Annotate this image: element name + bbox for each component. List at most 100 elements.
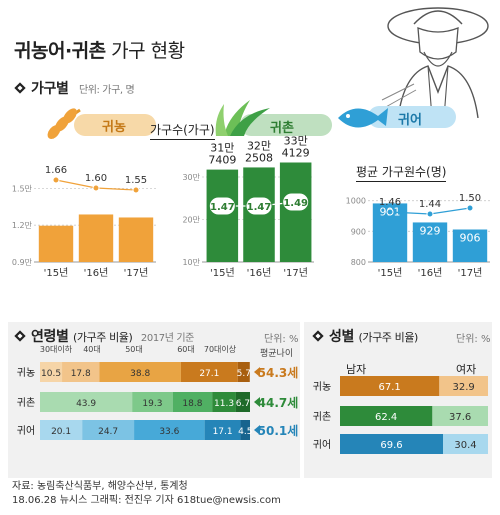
page-title: 귀농어·귀촌 가구 현황 <box>14 36 185 63</box>
wheat-icon <box>47 108 156 139</box>
x-tick-label: '17년 <box>458 267 483 279</box>
gender-heading-text: 성별 <box>329 329 354 345</box>
age-segment <box>172 392 213 412</box>
credit-text: 18.06.28 뉴시스 그래픽: 전진우 기자 618tue@newsis.c… <box>12 495 281 506</box>
bar-value-label: 1만 <box>87 186 104 199</box>
age-segment-label: 24.7 <box>98 427 118 437</box>
y-tick-label: 900 <box>351 227 366 236</box>
gender-segment-male <box>340 376 440 396</box>
bar-value-label: 7409 <box>208 154 236 167</box>
age-group-label: 70대이상 <box>204 344 237 354</box>
avg-point <box>208 196 236 216</box>
avg-value-label: 1.49 <box>283 198 308 209</box>
households-heading-text: 가구별 <box>31 81 69 97</box>
y-tick-label: 1.5만 <box>12 184 33 193</box>
age-segment-label: 27.1 <box>199 369 219 379</box>
avg-age-value: 50.1세 <box>258 423 299 438</box>
age-heading: 연령별 (가구주 비율) 2017년 기준 <box>14 326 194 346</box>
x-tick-label: '16년 <box>418 267 443 279</box>
avg-point <box>132 186 140 194</box>
age-row-label: 귀어 <box>17 425 35 437</box>
gender-female-label: 30.4 <box>454 440 476 451</box>
bar-value-label: 1959 <box>42 210 70 223</box>
x-tick-label: '17년 <box>124 267 149 279</box>
age-segment-label: 6.7 <box>236 399 250 409</box>
avg-age-arrow <box>254 425 260 435</box>
avg-value-label: 1.44 <box>419 199 441 210</box>
age-segment-label: 11.3 <box>214 399 234 409</box>
x-tick-label: '16년 <box>84 267 109 279</box>
source-text: 자료: 농림축산식품부, 해양수산부, 통계청 <box>12 481 188 492</box>
age-group-label: 40대 <box>83 345 101 354</box>
avg-value-label: 1.47 <box>210 202 235 213</box>
title-light: 가구 현황 <box>105 40 185 62</box>
bar <box>412 222 448 262</box>
bar-value-label: 1만 <box>47 198 64 211</box>
avg-point <box>92 184 100 192</box>
gender-segment-female <box>443 434 488 454</box>
bar-value-label: 31만 <box>210 142 234 155</box>
bar-value-label: 33만 <box>284 134 308 147</box>
bar-value-label: 1만 <box>127 189 144 202</box>
age-segment <box>240 420 250 440</box>
age-segment <box>99 362 181 382</box>
age-segment-label: 43.9 <box>76 399 96 409</box>
gender-segment-female <box>432 406 488 426</box>
bar-value-label: 4129 <box>282 146 310 159</box>
avg-value-label: 1.66 <box>45 165 67 176</box>
gender-segment-male <box>340 434 444 454</box>
bar-value-label: 2630 <box>122 201 150 214</box>
y-tick-label: 800 <box>351 258 366 267</box>
age-row-label: 귀농 <box>17 367 35 379</box>
age-segment <box>62 362 100 382</box>
age-segment <box>204 420 241 440</box>
age-segment-label: 19.3 <box>142 399 162 409</box>
y-tick-label: 10만 <box>182 258 200 267</box>
age-heading-sub: (가구주 비율) <box>72 331 133 344</box>
bar <box>206 169 239 262</box>
age-segment-label: 10.5 <box>41 369 61 379</box>
badge-fish: 귀어 <box>334 98 464 134</box>
avg-value-label: 1.46 <box>379 197 401 208</box>
gender-stacked-bars: 귀농 67.1 32.9 귀촌 62.4 37.6 귀어 69.6 30.4 <box>313 376 488 454</box>
bar <box>78 214 114 262</box>
age-segment-label: 33.6 <box>159 427 179 437</box>
age-heading-text: 연령별 <box>31 329 69 345</box>
gender-label-male: 남자 <box>346 363 367 376</box>
age-segment <box>40 392 133 412</box>
age-segment <box>212 392 236 412</box>
avg-callout: 평균 가구원수(명) <box>356 163 447 182</box>
avg-age-value: 54.3세 <box>258 365 299 380</box>
diamond-icon <box>14 330 26 342</box>
age-segment <box>180 362 238 382</box>
farm-household-chart: 0.9만1.2만1.5만1만1959'15년1만2875'16년1만2630'1… <box>12 165 156 279</box>
bar <box>38 225 74 262</box>
bar <box>279 162 312 262</box>
gender-female-label: 37.6 <box>449 412 471 423</box>
x-tick-label: '15년 <box>210 267 235 279</box>
age-segment-label: 4.5 <box>238 427 252 437</box>
bar-value-label: 2508 <box>245 151 273 164</box>
age-segment-label: 5.7 <box>237 369 251 379</box>
avg-value-label: 1.47 <box>247 202 272 213</box>
y-tick-label: 0.9만 <box>12 258 33 267</box>
x-tick-label: '17년 <box>283 267 308 279</box>
x-tick-label: '16년 <box>247 267 272 279</box>
avg-age-label: 평균나이 <box>260 349 294 359</box>
age-segment <box>134 420 205 440</box>
gender-row-label: 귀농 <box>313 381 331 393</box>
gender-segment-male <box>340 406 433 426</box>
age-row-label: 귀촌 <box>17 397 35 409</box>
gender-female-label: 32.9 <box>453 382 475 393</box>
fish-icon <box>338 106 456 128</box>
age-segment-label: 17.1 <box>213 427 233 437</box>
age-group-label: 60대 <box>177 345 195 354</box>
gender-unit: 단위: % <box>456 334 491 345</box>
avg-point <box>466 204 474 212</box>
badge-fish-label: 귀어 <box>398 113 422 128</box>
households-charts: 0.9만1.2만1.5만1만1959'15년1만2875'16년1만2630'1… <box>12 134 490 279</box>
y-tick-label: 1.2만 <box>12 221 33 230</box>
gender-segment-female <box>439 376 488 396</box>
